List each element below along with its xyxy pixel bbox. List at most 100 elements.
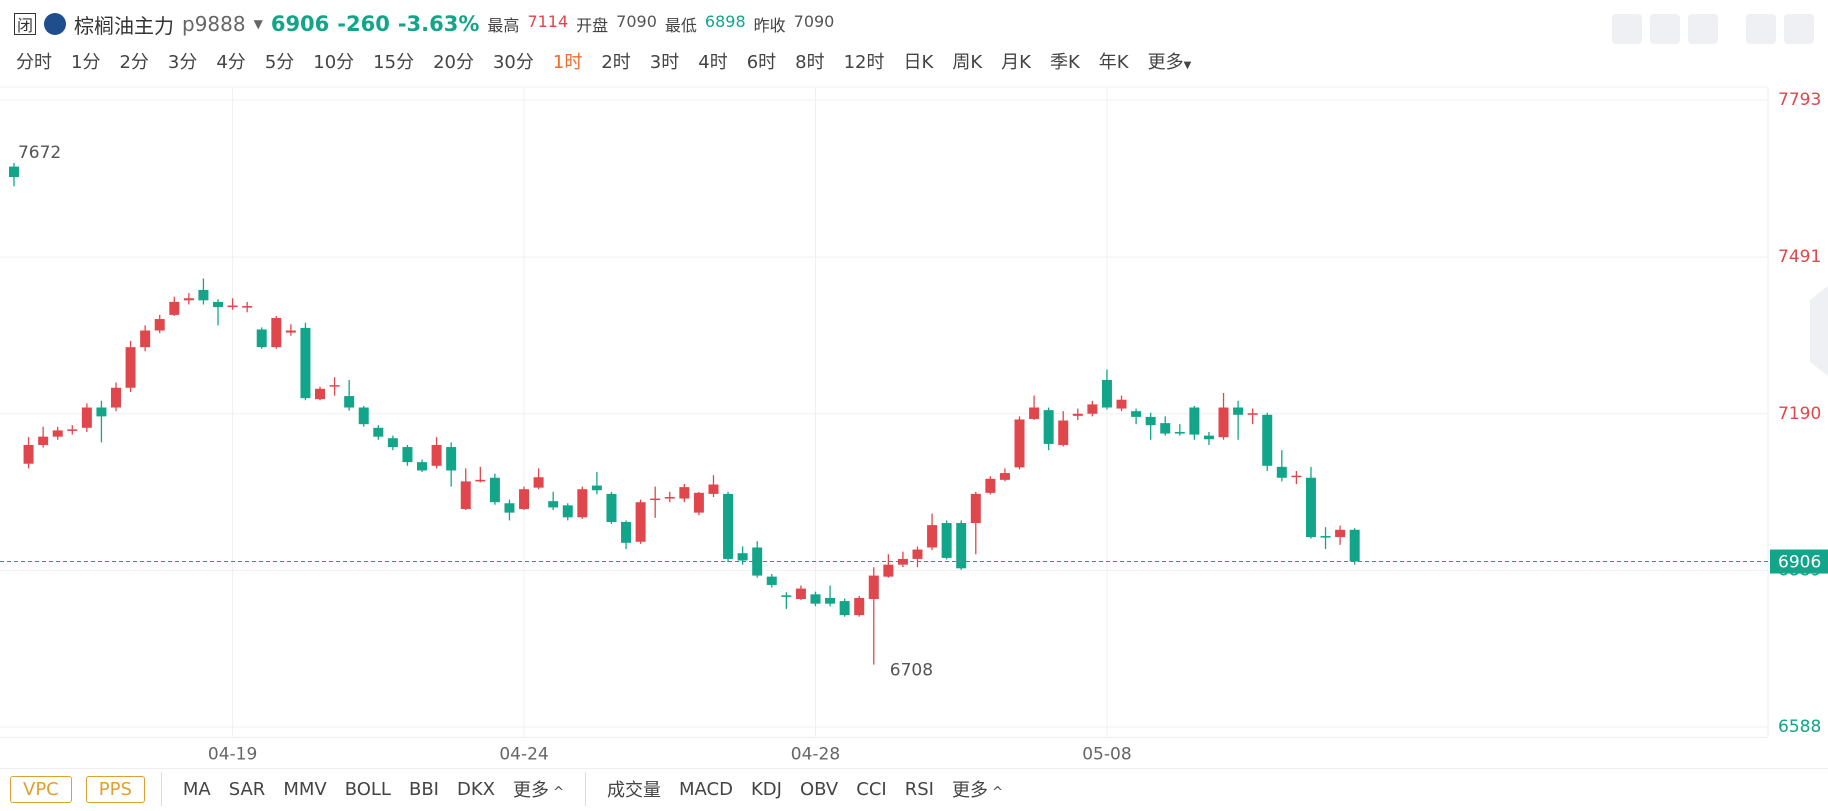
- candle-body: [956, 523, 967, 569]
- logo: [44, 13, 66, 35]
- side-tab[interactable]: [1810, 286, 1828, 376]
- x-tick-label: 04-19: [208, 744, 257, 764]
- indicator[interactable]: CCI: [856, 778, 887, 800]
- separator: [585, 772, 587, 806]
- indicator[interactable]: MACD: [679, 778, 733, 800]
- tool-button[interactable]: [1650, 14, 1680, 44]
- candle-body: [854, 597, 865, 616]
- candle-body: [941, 523, 952, 558]
- period-tab[interactable]: 1时: [552, 52, 583, 73]
- candle-body: [1116, 399, 1127, 409]
- period-tab[interactable]: 更多▼: [1147, 52, 1192, 73]
- indicator[interactable]: MA: [182, 778, 211, 800]
- period-tab[interactable]: 15分: [373, 52, 415, 73]
- candle-body: [839, 601, 850, 616]
- candle-body: [1160, 423, 1171, 434]
- candle-body: [227, 305, 238, 308]
- period-tab[interactable]: 4时: [698, 52, 728, 73]
- candle-body: [52, 430, 63, 437]
- candle-body: [795, 588, 806, 599]
- stat-label: 最高: [487, 16, 520, 35]
- stat-value: 7114: [527, 12, 569, 31]
- period-tab[interactable]: 12时: [843, 52, 885, 73]
- period-tab[interactable]: 4分: [216, 52, 246, 73]
- indicator[interactable]: BOLL: [344, 778, 391, 800]
- period-tab[interactable]: 季K: [1049, 52, 1080, 73]
- candle-body: [1174, 431, 1185, 434]
- candle-body: [329, 385, 340, 387]
- candle-body: [664, 497, 675, 499]
- stat-label: 开盘: [576, 16, 609, 35]
- tool-button[interactable]: [1612, 14, 1642, 44]
- period-tab[interactable]: 20分: [433, 52, 474, 73]
- indicator[interactable]: 更多 ^: [951, 780, 1003, 801]
- indicator[interactable]: 更多 ^: [512, 780, 565, 801]
- period-tab[interactable]: 年K: [1098, 52, 1129, 73]
- period-tab[interactable]: 周K: [952, 52, 983, 73]
- period-tab[interactable]: 日K: [903, 52, 934, 73]
- candle-body: [985, 478, 996, 493]
- period-tab[interactable]: 8时: [795, 52, 825, 73]
- indicator[interactable]: MMV: [283, 778, 327, 800]
- indicator[interactable]: 成交量: [607, 780, 662, 801]
- candle-body: [140, 330, 151, 348]
- min-label: 6708: [890, 661, 933, 681]
- caret: ▼: [1183, 60, 1192, 71]
- candle-body: [548, 501, 559, 508]
- tool-button[interactable]: [1688, 14, 1718, 44]
- candle-body: [591, 485, 602, 491]
- main-indicator[interactable]: PPS: [85, 775, 145, 803]
- candle-body: [125, 347, 136, 388]
- period-tab[interactable]: 3分: [167, 52, 198, 73]
- indicator[interactable]: OBV: [799, 778, 839, 800]
- candle-body: [912, 549, 923, 559]
- y-tick-label: 7190: [1778, 404, 1821, 424]
- period-tab[interactable]: 2分: [119, 52, 149, 73]
- x-tick-label: 05-08: [1082, 744, 1131, 764]
- period-tab[interactable]: 10分: [313, 52, 355, 73]
- candle-body: [67, 429, 78, 431]
- instrument-code[interactable]: p9888: [182, 12, 246, 36]
- candle-body: [1189, 407, 1200, 435]
- period-tab[interactable]: 30分: [492, 52, 534, 73]
- candle-body: [679, 487, 690, 499]
- status-badge: 闭: [14, 13, 36, 35]
- candle-body: [358, 407, 369, 425]
- indicator[interactable]: KDJ: [750, 778, 782, 800]
- candle-body: [504, 503, 515, 513]
- candle-body: [737, 553, 748, 561]
- stats: 最高 7114 开盘 7090 最低 6898 昨收 7090: [487, 12, 834, 36]
- candle-body: [1029, 407, 1040, 419]
- period-tab[interactable]: 分时: [16, 52, 52, 73]
- candle-body: [38, 436, 49, 445]
- change-pct: -3.63%: [397, 12, 480, 36]
- candle-body: [373, 427, 384, 437]
- indicator[interactable]: DKX: [456, 778, 495, 800]
- period-tab[interactable]: 月K: [1001, 52, 1031, 73]
- period-tab[interactable]: 3时: [649, 52, 680, 73]
- candle-body: [519, 489, 530, 509]
- tool-button[interactable]: [1746, 14, 1776, 44]
- candle-body: [1203, 435, 1214, 440]
- period-tab[interactable]: 6时: [746, 52, 777, 73]
- period-tab[interactable]: 1分: [71, 52, 101, 73]
- candle-body: [23, 444, 34, 464]
- main-indicator[interactable]: VPC: [10, 775, 72, 803]
- indicator[interactable]: RSI: [904, 778, 934, 800]
- close-button[interactable]: [1784, 14, 1814, 44]
- candle-body: [1072, 413, 1083, 416]
- indicator[interactable]: SAR: [228, 778, 266, 800]
- indicator[interactable]: BBI: [408, 778, 439, 800]
- candle-body: [183, 298, 194, 301]
- candle-body: [1291, 475, 1302, 478]
- candle-body: [883, 564, 894, 577]
- candle-body: [1145, 416, 1156, 426]
- separator: [160, 772, 162, 806]
- instrument-name[interactable]: 棕榈油主力: [74, 13, 174, 38]
- period-tab[interactable]: 2时: [601, 52, 631, 73]
- candle-body: [1320, 536, 1331, 538]
- period-tab[interactable]: 5分: [264, 52, 295, 73]
- candle-body: [606, 493, 617, 522]
- last-price-tag: [1770, 549, 1828, 574]
